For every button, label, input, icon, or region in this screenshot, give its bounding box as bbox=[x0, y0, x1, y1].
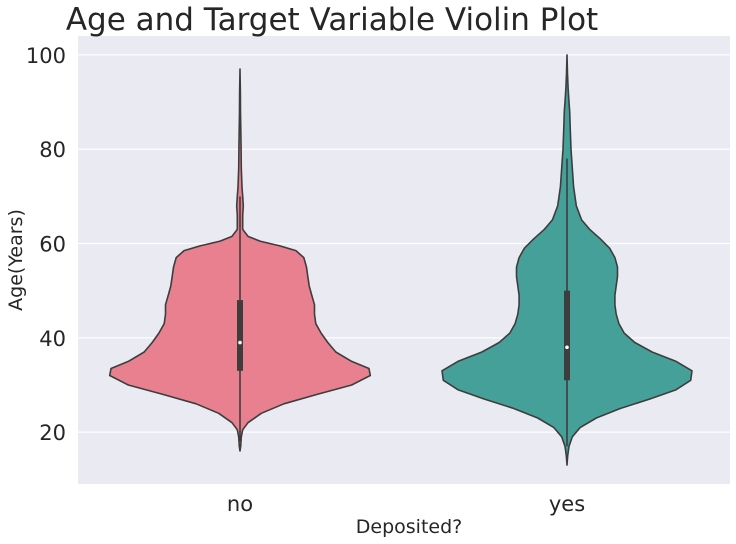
iqr-box-yes bbox=[564, 290, 570, 381]
x-tick-labels: no yes bbox=[227, 492, 585, 516]
violins bbox=[108, 54, 693, 466]
y-tick-label: 60 bbox=[39, 232, 66, 256]
x-axis-label: Deposited? bbox=[356, 516, 462, 538]
x-tick-label: yes bbox=[549, 492, 585, 516]
y-tick-labels: 20 40 60 80 100 bbox=[26, 44, 66, 445]
y-tick-label: 40 bbox=[39, 327, 66, 351]
chart-title: Age and Target Variable Violin Plot bbox=[66, 2, 598, 38]
median-yes bbox=[565, 345, 569, 350]
y-tick-label: 100 bbox=[26, 44, 66, 68]
x-tick-label: no bbox=[227, 492, 253, 516]
y-tick-label: 80 bbox=[39, 138, 66, 162]
iqr-box-no bbox=[237, 300, 243, 371]
median-no bbox=[238, 340, 242, 345]
y-tick-label: 20 bbox=[39, 421, 66, 445]
y-axis-label: Age(Years) bbox=[5, 209, 27, 311]
